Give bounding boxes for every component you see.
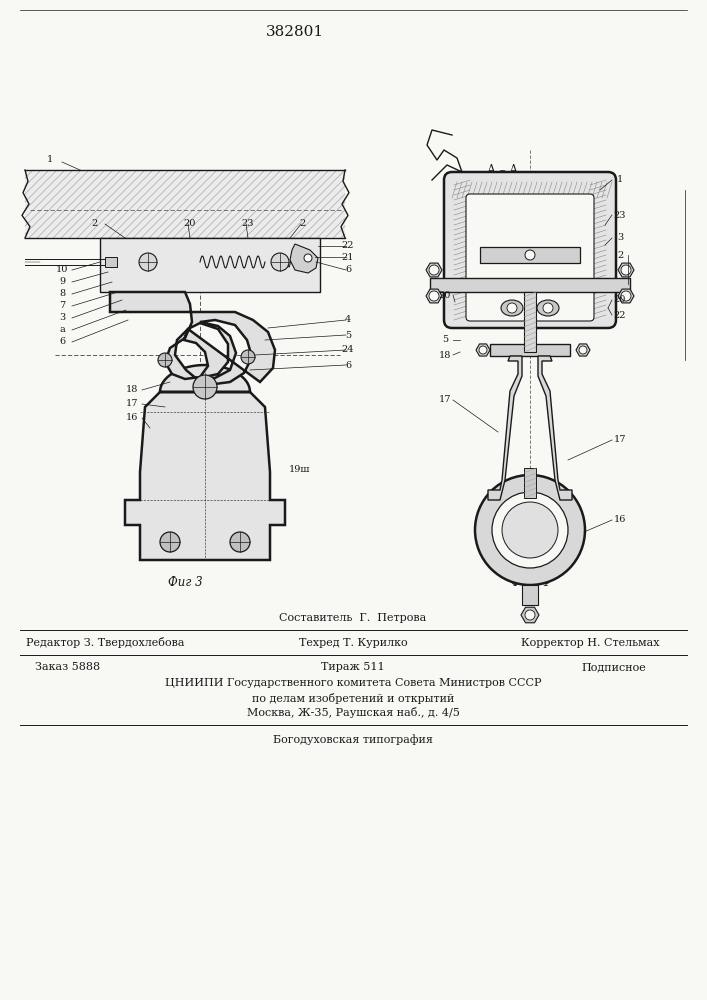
Bar: [490, 344, 570, 356]
Polygon shape: [125, 365, 285, 560]
Text: 4: 4: [345, 316, 351, 324]
Polygon shape: [576, 344, 590, 356]
Circle shape: [429, 291, 439, 301]
Circle shape: [525, 250, 535, 260]
Text: Заказ 5888: Заказ 5888: [35, 662, 100, 672]
Circle shape: [304, 254, 312, 262]
Text: 6: 6: [345, 360, 351, 369]
Polygon shape: [476, 344, 490, 356]
Circle shape: [492, 492, 568, 568]
Bar: [524, 292, 536, 352]
Text: Подписное: Подписное: [582, 662, 646, 672]
Text: 5: 5: [345, 330, 351, 340]
Circle shape: [475, 475, 585, 585]
Polygon shape: [25, 170, 345, 238]
Text: Техред Т. Курилко: Техред Т. Курилко: [298, 638, 407, 648]
Text: 17: 17: [439, 395, 451, 404]
Text: 24: 24: [341, 346, 354, 355]
Text: 20: 20: [439, 290, 451, 300]
Text: 2: 2: [617, 250, 623, 259]
Text: 8: 8: [59, 290, 65, 298]
Text: 18: 18: [439, 351, 451, 360]
Text: 17: 17: [126, 399, 139, 408]
Text: 2: 2: [92, 220, 98, 229]
Text: 17: 17: [614, 436, 626, 444]
Ellipse shape: [501, 300, 523, 316]
Text: 6: 6: [345, 265, 351, 274]
Text: Богодуховская типография: Богодуховская типография: [273, 735, 433, 745]
Text: 21: 21: [341, 252, 354, 261]
FancyBboxPatch shape: [444, 172, 616, 328]
Bar: [100, 238, 320, 292]
Bar: [524, 468, 536, 498]
Text: 2: 2: [300, 220, 306, 229]
Text: 1: 1: [47, 155, 53, 164]
Bar: [522, 585, 538, 605]
Text: 7: 7: [59, 302, 65, 310]
Text: 9: 9: [59, 277, 65, 286]
Circle shape: [158, 353, 172, 367]
Text: Фиг. 4: Фиг. 4: [511, 576, 549, 588]
Polygon shape: [618, 263, 634, 277]
Text: 22: 22: [614, 310, 626, 320]
Bar: [430, 278, 630, 292]
Text: 23: 23: [614, 211, 626, 220]
Circle shape: [579, 346, 587, 354]
Text: 23: 23: [242, 220, 255, 229]
Text: 5: 5: [442, 336, 448, 344]
Polygon shape: [426, 263, 442, 277]
Circle shape: [525, 610, 535, 620]
Polygon shape: [618, 289, 634, 303]
Polygon shape: [488, 356, 522, 500]
Circle shape: [160, 532, 180, 552]
Circle shape: [479, 346, 487, 354]
Circle shape: [241, 350, 255, 364]
Text: 16: 16: [614, 516, 626, 524]
Text: a: a: [59, 326, 65, 334]
Text: 3: 3: [59, 314, 65, 322]
Text: Корректор Н. Стельмах: Корректор Н. Стельмах: [521, 638, 659, 648]
Circle shape: [621, 291, 631, 301]
Text: А – А: А – А: [487, 163, 518, 176]
Bar: [480, 247, 580, 263]
FancyBboxPatch shape: [466, 194, 594, 321]
Text: 19ш: 19ш: [289, 466, 310, 475]
Circle shape: [621, 265, 631, 275]
Polygon shape: [538, 356, 572, 500]
Text: Москва, Ж-35, Раушская наб., д. 4/5: Москва, Ж-35, Раушская наб., д. 4/5: [247, 708, 460, 718]
Text: 3: 3: [617, 233, 623, 242]
Text: 382801: 382801: [266, 25, 324, 39]
Polygon shape: [521, 607, 539, 623]
Polygon shape: [110, 292, 275, 384]
Text: 10: 10: [56, 265, 68, 274]
Text: Редактор З. Твердохлебова: Редактор З. Твердохлебова: [25, 638, 185, 648]
Circle shape: [507, 303, 517, 313]
Circle shape: [271, 253, 289, 271]
Polygon shape: [290, 244, 318, 273]
Circle shape: [230, 532, 250, 552]
Text: 20: 20: [184, 220, 196, 229]
Polygon shape: [426, 289, 442, 303]
Text: Фиг 3: Фиг 3: [168, 576, 202, 588]
Text: 6: 6: [59, 338, 65, 347]
Text: 16: 16: [126, 414, 138, 422]
Circle shape: [139, 253, 157, 271]
Text: ЦНИИПИ Государственного комитета Совета Министров СССР: ЦНИИПИ Государственного комитета Совета …: [165, 678, 542, 688]
Ellipse shape: [537, 300, 559, 316]
Circle shape: [543, 303, 553, 313]
Text: Составитель  Г.  Петрова: Составитель Г. Петрова: [279, 613, 426, 623]
Text: 1: 1: [617, 176, 623, 184]
Bar: [105, 257, 117, 267]
Circle shape: [429, 265, 439, 275]
Text: по делам изобретений и открытий: по делам изобретений и открытий: [252, 692, 454, 704]
Text: 22: 22: [341, 241, 354, 250]
Text: 20: 20: [614, 296, 626, 304]
Circle shape: [193, 375, 217, 399]
Circle shape: [502, 502, 558, 558]
Text: Тираж 511: Тираж 511: [321, 662, 385, 672]
Text: 18: 18: [126, 385, 138, 394]
